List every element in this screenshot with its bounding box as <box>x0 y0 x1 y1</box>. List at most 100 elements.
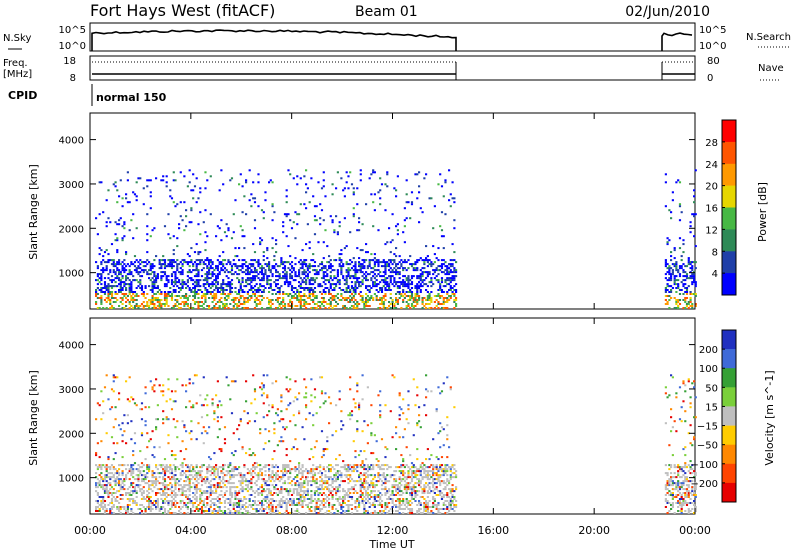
data-cell <box>335 486 338 489</box>
data-cell <box>234 504 237 506</box>
data-cell <box>684 271 687 274</box>
data-cell <box>165 265 168 268</box>
data-cell <box>350 410 354 413</box>
data-cell <box>130 297 133 299</box>
data-cell <box>298 464 301 467</box>
data-cell <box>335 283 338 286</box>
data-cell <box>238 265 241 268</box>
data-cell <box>301 504 304 506</box>
data-cell <box>174 205 177 208</box>
data-cell <box>199 259 202 262</box>
data-cell <box>306 269 309 272</box>
data-cell <box>253 275 257 278</box>
data-cell <box>345 289 348 291</box>
data-cell <box>287 305 290 307</box>
data-cell <box>266 279 269 282</box>
data-cell <box>103 287 107 289</box>
data-cell <box>432 263 435 266</box>
data-cell <box>125 380 128 383</box>
data-cell <box>156 285 159 288</box>
data-cell <box>349 476 352 479</box>
data-cell <box>160 271 163 274</box>
data-cell <box>137 486 140 489</box>
data-cell <box>153 285 156 288</box>
data-cell <box>121 265 124 268</box>
data-cell <box>243 508 246 510</box>
data-cell <box>132 464 135 467</box>
data-cell <box>158 301 161 303</box>
data-cell <box>125 305 128 307</box>
data-cell <box>382 271 385 274</box>
data-cell <box>331 307 334 309</box>
data-cell <box>347 470 350 473</box>
data-cell <box>178 488 181 491</box>
data-cell <box>449 271 452 274</box>
data-cell <box>416 277 419 280</box>
data-cell <box>223 480 227 483</box>
data-cell <box>370 173 373 176</box>
data-cell <box>148 492 151 494</box>
data-cell <box>156 418 159 421</box>
data-cell <box>112 476 115 479</box>
data-cell <box>248 299 251 301</box>
data-cell <box>139 263 142 266</box>
data-cell <box>455 261 458 264</box>
data-cell <box>250 281 253 284</box>
data-cell <box>423 305 426 307</box>
data-cell <box>333 512 336 514</box>
data-cell <box>140 466 144 469</box>
data-cell <box>252 287 255 289</box>
data-cell <box>139 488 142 491</box>
data-cell <box>301 502 304 504</box>
data-cell <box>100 299 103 301</box>
sky-left-tick-top: 10^5 <box>59 25 86 36</box>
data-cell <box>271 510 274 512</box>
data-cell <box>368 265 371 268</box>
data-cell <box>320 484 324 487</box>
data-cell <box>329 492 332 494</box>
data-cell <box>313 508 317 510</box>
data-cell <box>123 506 126 508</box>
data-cell <box>211 291 214 293</box>
data-cell <box>298 271 301 274</box>
data-cell <box>149 179 152 182</box>
data-cell <box>176 265 179 268</box>
data-cell <box>252 291 255 293</box>
data-cell <box>292 267 295 270</box>
data-cell <box>359 285 362 288</box>
data-cell <box>125 287 128 289</box>
data-cell <box>329 490 332 493</box>
data-cell <box>448 267 451 270</box>
data-cell <box>336 297 339 299</box>
data-cell <box>195 464 198 467</box>
data-cell <box>691 293 694 295</box>
data-cell <box>673 263 676 266</box>
data-cell <box>331 265 334 268</box>
data-cell <box>144 269 147 272</box>
data-cell <box>132 307 135 309</box>
freq-left-label-1: Freq. <box>3 58 28 69</box>
data-cell <box>317 506 320 508</box>
data-cell <box>305 504 308 506</box>
data-cell <box>151 281 154 284</box>
data-cell <box>220 494 223 496</box>
data-cell <box>685 303 689 305</box>
data-cell <box>165 275 168 278</box>
data-cell <box>317 285 320 288</box>
data-cell <box>192 482 195 485</box>
data-cell <box>238 273 241 276</box>
data-cell <box>149 438 152 441</box>
data-cell <box>181 474 184 477</box>
data-cell <box>135 195 138 198</box>
data-cell <box>388 283 391 286</box>
data-cell <box>188 255 191 258</box>
data-cell <box>319 203 322 206</box>
data-cell <box>239 225 242 228</box>
data-cell <box>181 259 184 262</box>
data-cell <box>338 496 341 498</box>
data-cell <box>112 297 115 299</box>
data-cell <box>299 177 302 180</box>
data-cell <box>116 267 119 270</box>
data-cell <box>405 301 408 303</box>
data-cell <box>398 291 401 293</box>
